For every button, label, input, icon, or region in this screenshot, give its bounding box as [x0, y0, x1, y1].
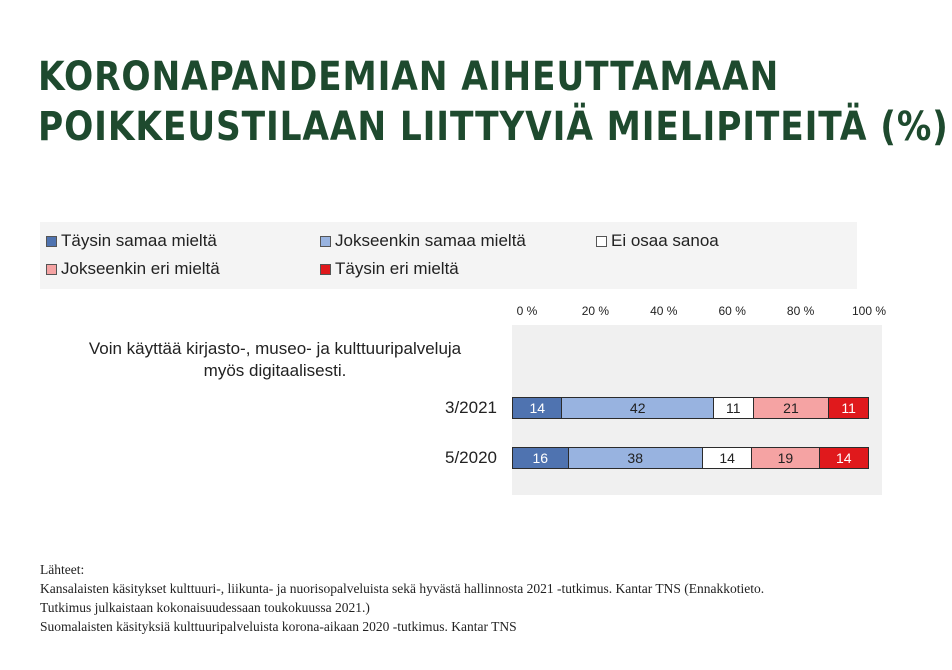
data-label: 14	[835, 450, 852, 466]
legend-panel	[40, 222, 857, 289]
title-line-1: KORONAPANDEMIAN AIHEUTTAMAAN	[38, 54, 780, 100]
page-title: KORONAPANDEMIAN AIHEUTTAMAAN POIKKEUSTIL…	[38, 52, 949, 152]
data-label: 42	[629, 400, 646, 416]
sources: Lähteet: Kansalaisten käsitykset kulttuu…	[40, 560, 920, 636]
bar-segment: 14	[819, 447, 869, 469]
question-line-2: myös digitaalisesti.	[203, 361, 347, 380]
data-label: 19	[777, 450, 794, 466]
bar-segment: 16	[512, 447, 569, 469]
question-line-1: Voin käyttää kirjasto-, museo- ja kulttu…	[88, 339, 462, 358]
stacked-bar: 16 38 14 19 14	[512, 447, 869, 469]
legend-label: Täysin samaa mieltä	[61, 231, 217, 250]
bar-segment: 14	[702, 447, 753, 469]
question-text: Voin käyttää kirjasto-, museo- ja kulttu…	[30, 338, 520, 382]
row-label: 5/2020	[445, 448, 497, 467]
x-tick-label: 0 %	[516, 304, 538, 318]
data-label: 16	[532, 450, 549, 466]
stacked-bar: 14 42 11 21 11	[512, 397, 869, 419]
x-tick-label: 100 %	[851, 304, 887, 318]
source-line: Kansalaisten käsitykset kulttuuri-, liik…	[40, 581, 765, 596]
data-label: 14	[529, 400, 546, 416]
legend-swatch	[46, 263, 57, 275]
data-label: 14	[719, 450, 735, 466]
source-line: Suomalaisten käsityksiä kulttuuripalvelu…	[40, 619, 517, 634]
sources-heading: Lähteet:	[40, 562, 85, 577]
bar-segment: 11	[829, 397, 869, 419]
data-label: 38	[627, 450, 643, 466]
x-tick-label: 60 %	[718, 304, 746, 318]
legend-item-jokseenkin-eri: Jokseenkin eri mieltä	[46, 259, 220, 279]
legend-swatch	[596, 235, 607, 247]
row-label: 3/2021	[445, 398, 497, 417]
bar-segment: 19	[752, 447, 820, 469]
legend-label: Ei osaa sanoa	[611, 231, 719, 250]
legend-label: Jokseenkin eri mieltä	[61, 259, 220, 278]
bar-segment: 38	[568, 447, 703, 469]
legend-item-jokseenkin-samaa: Jokseenkin samaa mieltä	[320, 231, 526, 251]
x-tick-label: 40 %	[650, 304, 678, 318]
legend-label: Jokseenkin samaa mieltä	[335, 231, 526, 250]
legend-swatch	[46, 235, 57, 247]
x-tick-label: 80 %	[786, 304, 815, 318]
bar-segment: 11	[713, 397, 754, 419]
legend-item-taysin-samaa: Täysin samaa mieltä	[46, 231, 217, 251]
title-line-2: POIKKEUSTILAAN LIITTYVIÄ MIELIPITEITÄ (%…	[38, 104, 949, 150]
legend-swatch	[320, 263, 331, 275]
data-label: 11	[841, 400, 856, 416]
bar-segment: 42	[562, 397, 714, 419]
source-line: Tutkimus julkaistaan kokonaisuudessaan t…	[40, 600, 370, 615]
bar-segment: 14	[512, 397, 563, 419]
data-label: 11	[725, 400, 741, 416]
x-tick-label: 20 %	[581, 304, 610, 318]
bar-segment: 21	[753, 397, 830, 419]
legend-swatch	[320, 235, 331, 247]
data-label: 21	[783, 400, 799, 416]
legend-label: Täysin eri mieltä	[335, 259, 459, 278]
legend-item-ei-osaa: Ei osaa sanoa	[596, 231, 719, 251]
legend-item-taysin-eri: Täysin eri mieltä	[320, 259, 459, 279]
